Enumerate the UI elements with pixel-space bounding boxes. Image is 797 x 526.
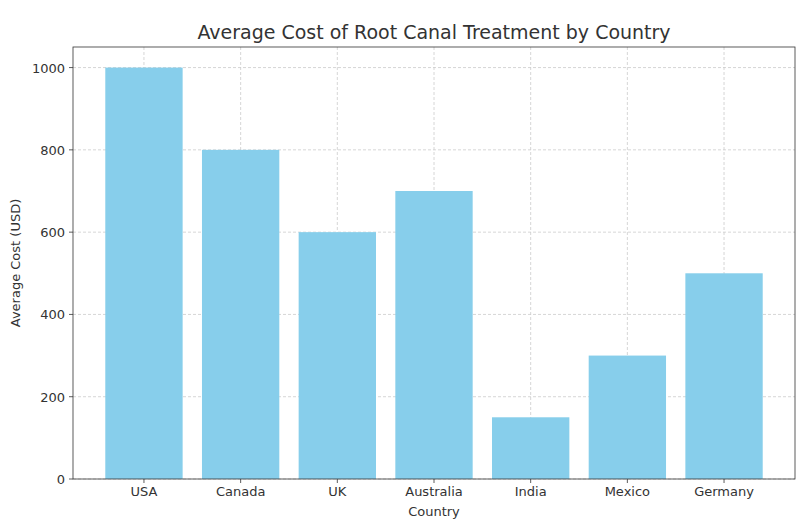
x-tick-label: India xyxy=(515,484,547,499)
bar xyxy=(589,356,666,479)
x-tick-label: UK xyxy=(328,484,347,499)
x-tick-label: Australia xyxy=(405,484,463,499)
y-tick xyxy=(69,232,73,233)
x-tick-label: Germany xyxy=(694,484,754,499)
y-tick-label: 800 xyxy=(40,143,65,158)
bar xyxy=(105,68,182,479)
y-tick xyxy=(69,479,73,480)
x-tick-label: Mexico xyxy=(605,484,650,499)
y-tick xyxy=(69,314,73,315)
x-tick xyxy=(434,479,435,483)
chart: 0 200 400 600 800 1000 USA Canada UK Australia Ind… xyxy=(0,0,797,526)
axes-frame xyxy=(73,47,795,479)
x-tick xyxy=(143,479,144,483)
y-tick-label: 0 xyxy=(57,472,65,487)
y-axis-label: Average Cost (USD) xyxy=(8,199,23,327)
x-tick xyxy=(627,479,628,483)
bar xyxy=(395,191,472,479)
x-axis-label: Country xyxy=(408,504,460,519)
y-tick xyxy=(69,396,73,397)
bar xyxy=(685,273,762,479)
bar xyxy=(202,150,279,479)
y-tick xyxy=(69,67,73,68)
bar xyxy=(299,232,376,479)
grid xyxy=(73,47,795,479)
x-grid-line xyxy=(530,47,531,479)
x-tick-label: Canada xyxy=(216,484,265,499)
title: Average Cost of Root Canal Treatment by … xyxy=(197,21,670,43)
x-tick xyxy=(240,479,241,483)
bar xyxy=(492,417,569,479)
bars xyxy=(105,68,762,479)
y-tick xyxy=(69,149,73,150)
x-tick xyxy=(337,479,338,483)
x-tick-label: USA xyxy=(131,484,158,499)
y-tick-label: 400 xyxy=(40,307,65,322)
y-tick-label: 200 xyxy=(40,390,65,405)
x-tick xyxy=(724,479,725,483)
y-tick-label: 600 xyxy=(40,225,65,240)
x-tick xyxy=(530,479,531,483)
y-tick-label: 1000 xyxy=(32,61,65,76)
